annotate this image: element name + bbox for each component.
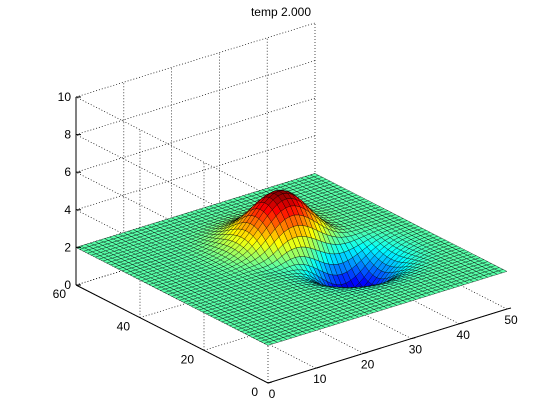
surface-mesh [75, 173, 508, 346]
z-tick-label: 2 [64, 240, 71, 254]
y-tick-label: 0 [251, 385, 258, 399]
grid-line [75, 96, 269, 196]
x-axis-line [267, 308, 508, 384]
x-tick-label: 20 [361, 357, 375, 371]
surface-cell [497, 269, 508, 274]
x-tick-label: 50 [504, 313, 518, 327]
z-tick-label: 6 [64, 165, 71, 179]
chart-title: temp 2.000 [251, 5, 311, 19]
x-tick-mark [267, 381, 273, 384]
x-tick-mark [506, 307, 512, 310]
z-tick-label: 8 [64, 128, 71, 142]
x-tick-mark [411, 337, 416, 340]
x-tick-mark [315, 366, 320, 369]
x-tick-mark [363, 351, 368, 354]
grid-line [75, 97, 316, 173]
y-tick-label: 20 [181, 352, 195, 366]
grid-line [75, 22, 316, 98]
x-tick-label: 40 [457, 328, 471, 342]
x-tick-label: 30 [409, 343, 423, 357]
y-tick-label: 60 [53, 287, 67, 301]
z-tick-label: 10 [58, 90, 72, 104]
y-tick-label: 40 [117, 320, 131, 334]
x-tick-label: 0 [269, 387, 276, 401]
grid-line [75, 60, 316, 135]
z-tick-label: 0 [64, 278, 71, 292]
x-tick-label: 10 [313, 372, 327, 386]
z-tick-label: 4 [64, 203, 71, 217]
y-axis-line [75, 284, 269, 384]
x-tick-mark [459, 322, 464, 325]
axes-box [75, 22, 508, 384]
